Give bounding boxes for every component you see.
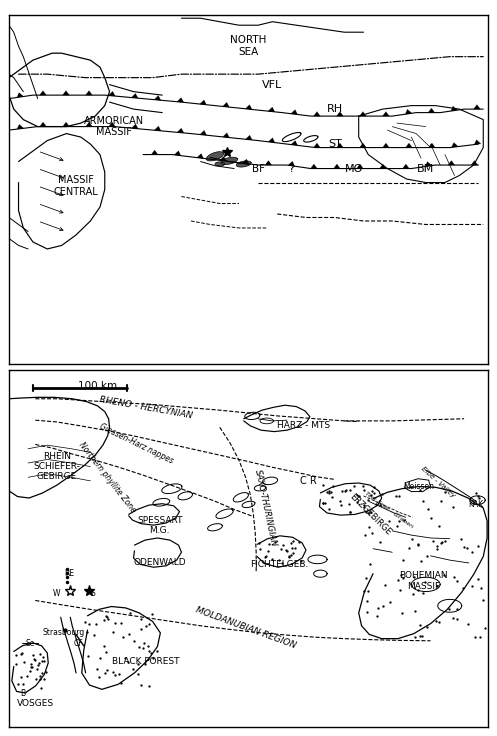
Text: B: B [20,689,25,698]
Polygon shape [336,143,343,147]
Text: RHENO - HERCYNIAN: RHENO - HERCYNIAN [98,395,193,420]
Polygon shape [85,91,92,95]
Polygon shape [242,159,249,164]
Text: W: W [53,589,61,598]
Polygon shape [174,151,181,155]
Polygon shape [314,143,321,147]
Polygon shape [383,112,389,116]
Polygon shape [109,122,115,127]
Polygon shape [380,164,386,169]
Polygon shape [221,158,238,165]
Polygon shape [246,135,252,140]
Polygon shape [200,100,207,105]
Polygon shape [333,164,340,169]
Polygon shape [383,143,389,147]
Polygon shape [451,106,458,111]
Text: CF: CF [74,639,83,648]
Text: RHEIN
SCHIEFER-
GEBIRGE: RHEIN SCHIEFER- GEBIRGE [33,452,81,481]
Text: RE: RE [64,569,74,578]
Polygon shape [85,122,92,127]
Polygon shape [215,162,225,166]
Polygon shape [268,138,275,143]
Text: S: S [90,589,95,598]
Text: Northern phyllite Zone: Northern phyllite Zone [77,440,137,514]
Text: Tert.Eger - Graben: Tert.Eger - Graben [364,491,414,529]
Polygon shape [265,160,272,165]
Polygon shape [154,126,161,131]
Polygon shape [425,162,432,166]
Text: VOSGES: VOSGES [17,699,54,709]
Polygon shape [108,91,115,96]
Text: VFL: VFL [262,79,283,90]
Text: KAK: KAK [469,500,484,509]
Text: ST: ST [328,139,341,149]
Text: Giessen-Harz nappes: Giessen-Harz nappes [97,422,174,465]
Polygon shape [223,102,229,107]
Polygon shape [451,143,458,147]
Polygon shape [405,109,412,114]
Text: Se: Se [26,639,35,648]
Polygon shape [246,105,252,110]
Text: BM: BM [417,163,434,174]
Polygon shape [403,164,410,169]
Polygon shape [197,154,204,158]
Polygon shape [17,93,23,97]
Polygon shape [220,156,226,161]
Text: FICHTELGEB.: FICHTELGEB. [250,560,309,569]
Polygon shape [406,143,413,147]
Polygon shape [359,143,366,147]
Text: Meissen: Meissen [403,482,434,491]
Polygon shape [132,124,138,129]
Polygon shape [474,140,481,144]
Text: C R: C R [300,476,317,486]
Text: RH: RH [327,104,343,114]
Text: BLACK FOREST: BLACK FOREST [112,657,179,665]
Text: ERZGEBIRGE: ERZGEBIRGE [348,492,393,537]
Polygon shape [291,141,298,146]
Text: NORTH
SEA: NORTH SEA [230,35,267,57]
Polygon shape [63,91,70,95]
Polygon shape [336,112,343,116]
Polygon shape [154,96,161,100]
Polygon shape [177,128,184,133]
Text: MOLDANUBIAN REGION: MOLDANUBIAN REGION [195,606,298,651]
Polygon shape [63,122,70,127]
Polygon shape [428,108,435,113]
Polygon shape [356,164,363,169]
Polygon shape [471,160,478,165]
Text: Strasbourg: Strasbourg [43,628,85,637]
Polygon shape [151,150,158,155]
Text: ARMORICAN
MASSIF: ARMORICAN MASSIF [84,116,145,138]
Polygon shape [40,91,46,95]
Polygon shape [291,110,298,115]
Polygon shape [236,161,251,167]
Polygon shape [448,160,455,165]
Text: SAXO-THURINGIAN: SAXO-THURINGIAN [252,468,278,547]
Polygon shape [314,112,321,116]
Polygon shape [268,107,275,112]
Polygon shape [17,124,24,129]
Polygon shape [474,105,481,109]
Polygon shape [200,130,207,135]
Polygon shape [206,152,224,161]
Text: MASSIF
CENTRAL: MASSIF CENTRAL [54,175,98,197]
Polygon shape [359,112,366,116]
Text: 100 km: 100 km [78,381,117,392]
Text: SPESSART
M.G.: SPESSART M.G. [137,516,182,535]
Polygon shape [288,161,295,166]
Polygon shape [177,97,184,102]
Text: BF: BF [251,163,264,174]
Polygon shape [131,93,138,98]
Text: ?: ? [289,163,295,174]
Text: HARZ - MTS: HARZ - MTS [277,421,330,430]
Polygon shape [223,132,230,138]
Text: Elbe - Valley: Elbe - Valley [420,466,456,499]
Polygon shape [428,143,435,147]
Text: ODENWALD: ODENWALD [134,559,186,567]
Polygon shape [40,122,47,127]
Polygon shape [311,164,318,169]
Text: MO: MO [345,163,363,174]
Text: BOHEMIAN
MASSIF: BOHEMIAN MASSIF [399,571,448,590]
